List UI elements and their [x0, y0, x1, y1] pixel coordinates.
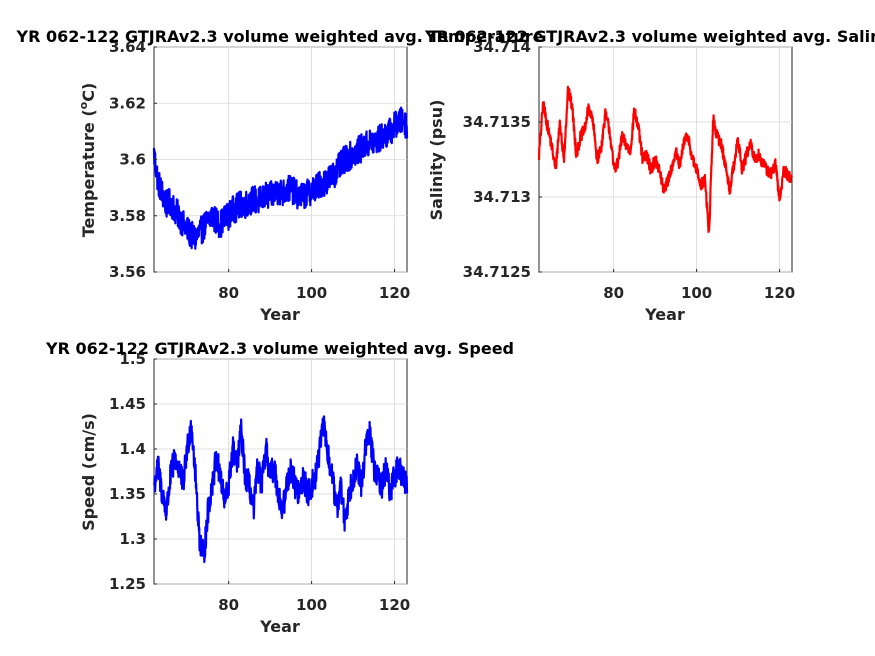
temperature-ytick-label: 3.56 — [109, 263, 146, 281]
salinity-series — [537, 85, 793, 234]
temperature-ylabel: Temperature (oC) — [77, 83, 98, 238]
salinity-xlabel: Year — [644, 305, 685, 324]
salinity-ytick-label: 34.714 — [473, 38, 531, 56]
speed-ytick-label: 1.35 — [109, 485, 146, 503]
temperature-line — [152, 106, 409, 250]
salinity-xtick-label: 80 — [603, 284, 624, 302]
speed-ytick-label: 1.4 — [119, 440, 146, 458]
salinity-xtick-label: 120 — [764, 284, 795, 302]
temperature-ytick-label: 3.58 — [109, 207, 146, 225]
speed-xtick-label: 120 — [379, 596, 410, 614]
temperature-panel: 80 100 120 3.56 3.58 3.6 3.62 3.64 YR 062-122 G… — [16, 27, 544, 324]
temperature-ytick-label: 3.64 — [109, 38, 146, 56]
salinity-line — [537, 85, 793, 234]
speed-ytick-label: 1.25 — [109, 575, 146, 593]
temperature-grid — [154, 46, 407, 273]
salinity-ticks: 80 100 120 34.7125 34.713 34.7135 34.714 — [463, 38, 796, 302]
temperature-xlabel: Year — [259, 305, 300, 324]
speed-series — [153, 415, 409, 564]
speed-plot-area — [153, 358, 408, 585]
speed-xtick-label: 100 — [296, 596, 327, 614]
speed-xtick-label: 80 — [218, 596, 239, 614]
salinity-ytick-label: 34.7125 — [463, 263, 531, 281]
salinity-title: YR 062-122 GTJRAv2.3 volume weighted avg… — [424, 27, 875, 46]
speed-ylabel: Speed (cm/s) — [79, 413, 98, 531]
temperature-xtick-label: 100 — [296, 284, 327, 302]
speed-xlabel: Year — [259, 617, 300, 636]
temperature-ytick-label: 3.6 — [119, 151, 146, 169]
speed-line — [153, 415, 409, 564]
salinity-ytick-label: 34.713 — [473, 188, 531, 206]
salinity-ylabel: Salinity (psu) — [427, 100, 446, 221]
temperature-ylabel-main: Temperature ( — [79, 109, 98, 237]
speed-panel: 80 100 120 1.25 1.3 1.35 1.4 1.45 1.5 YR 062-122… — [45, 339, 514, 636]
speed-title: YR 062-122 GTJRAv2.3 volume weighted avg… — [45, 339, 514, 358]
temperature-xtick-label: 120 — [379, 284, 410, 302]
salinity-xtick-label: 100 — [681, 284, 712, 302]
speed-ticks: 80 100 120 1.25 1.3 1.35 1.4 1.45 1.5 — [109, 350, 410, 614]
temperature-ticks: 80 100 120 3.56 3.58 3.6 3.62 3.64 — [109, 38, 410, 302]
temperature-ylabel-sup: o — [77, 101, 90, 109]
salinity-panel: 80 100 120 34.7125 34.713 34.7135 34.714 YR 06… — [424, 27, 875, 324]
temperature-series — [152, 106, 409, 250]
speed-ytick-label: 1.3 — [119, 530, 146, 548]
temperature-title: YR 062-122 GTJRAv2.3 volume weighted avg… — [16, 27, 544, 46]
temperature-xtick-label: 80 — [218, 284, 239, 302]
temperature-ylabel-end: C) — [79, 83, 98, 102]
speed-ytick-label: 1.45 — [109, 395, 146, 413]
speed-ytick-label: 1.5 — [119, 350, 146, 368]
salinity-ytick-label: 34.7135 — [463, 113, 531, 131]
temperature-ytick-label: 3.62 — [109, 94, 146, 112]
